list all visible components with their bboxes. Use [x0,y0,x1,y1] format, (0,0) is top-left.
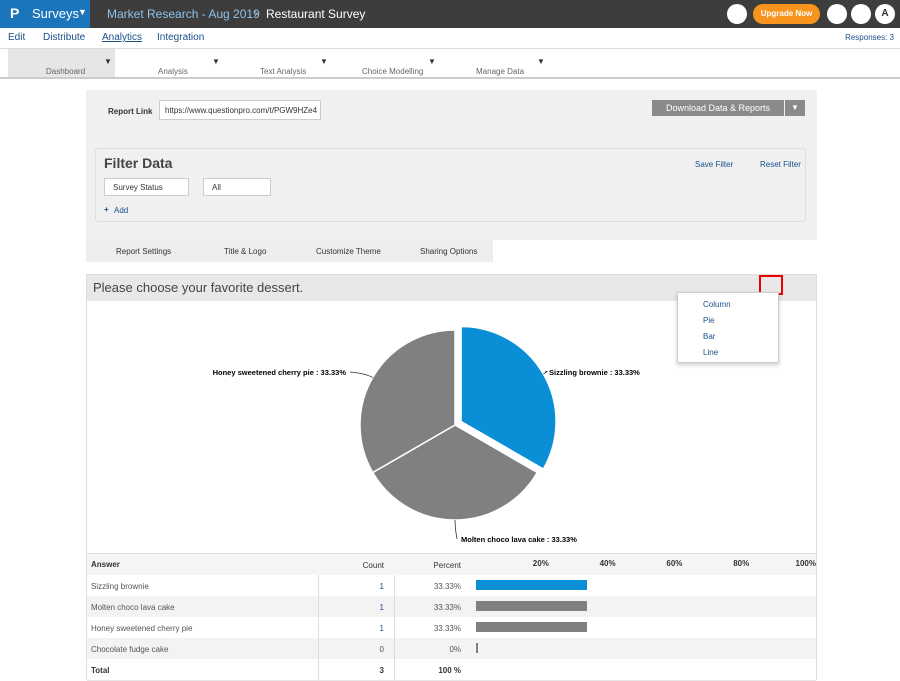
menu-option[interactable]: Pie [703,316,715,325]
tool[interactable]: Analysis [158,67,188,76]
data-label: Sizzling brownie : 33.33% [549,368,640,377]
leader-line [454,519,458,540]
top-bar: P Surveys ▼ Market Research - Aug 2019 ›… [0,0,900,28]
percent-bar [476,643,478,653]
header: Percent [433,561,461,570]
tool[interactable]: Choice Modelling [362,67,424,76]
tabs: Report Settings Title & Logo Customize T… [86,240,493,262]
cell-divider [318,638,319,659]
results-table: Answer Count Percent 20% 40% 60% 80% 100% Sizzli… [87,553,816,681]
link-label: Report Link [108,107,153,116]
x-tick-label: 80% [733,559,750,568]
data-label: Molten choco lava cake : 33.33% [461,535,577,544]
menu-option[interactable]: Line [703,348,719,357]
x-tick-label: 20% [532,559,549,568]
percent-bar [476,622,588,632]
pie-slice [359,329,456,474]
cell-divider [394,575,395,596]
cell-divider [394,638,395,659]
x-tick-label: 100% [795,559,816,568]
help[interactable] [827,4,847,24]
cell-divider [318,617,319,638]
x-tick-label: 60% [666,559,683,568]
cell-divider [394,596,395,617]
cell-divider [318,659,319,680]
notifications[interactable] [851,4,871,24]
status-select[interactable]: Survey Status [104,178,189,196]
tab[interactable]: Customize Theme [316,247,381,256]
leader-line [349,371,373,378]
search[interactable] [727,4,747,24]
product-switch[interactable]: P Surveys ▼ [0,0,90,28]
data-label: Honey sweetened cherry pie : 33.33% [213,368,347,377]
menu-bar: Edit Distribute Analytics Integration Re… [0,28,900,49]
pie-chart: Sizzling brownie : 33.33% Molten choco la… [213,325,640,544]
tool[interactable]: Manage Data [476,67,525,76]
filter-title: Filter Data [104,155,173,171]
pie-slice [460,325,557,471]
percent-bar [476,580,588,590]
percent: 33.33% [433,603,461,612]
product: Surveys [32,6,79,21]
menu-item[interactable]: Integration [157,32,205,43]
tab[interactable]: Report Settings [116,247,172,256]
leader-line [543,370,548,375]
add-filter[interactable]: Add [114,206,129,215]
count: 1 [379,582,384,591]
x-tick-label: 40% [599,559,616,568]
total-percent: 100 % [438,666,461,675]
header: Count [362,561,384,570]
menu-item[interactable]: Distribute [43,32,86,43]
menu-option[interactable]: Bar [703,332,716,341]
answer: Honey sweetened cherry pie [91,624,193,633]
chart-type-menu: Column Pie Bar Line [677,292,779,363]
download-button[interactable]: Download Data & Reports [652,100,784,116]
cell-divider [394,617,395,638]
reset-filter[interactable]: Reset Filter [760,160,801,169]
avatar[interactable]: A [875,4,895,24]
cell-divider [318,596,319,617]
tool[interactable]: Dashboard [46,67,86,76]
percent-bar [476,601,588,611]
count: 1 [379,603,384,612]
cell-divider [318,575,319,596]
menu-option[interactable]: Column [703,300,731,309]
value-select[interactable]: All [203,178,271,196]
responses: Responses: 3 [845,33,894,42]
cell-divider [394,659,395,680]
total-label: Total [91,666,110,675]
answer: Sizzling brownie [91,582,149,591]
report-panel: Report Link https://www.questionpro.com/… [86,90,817,240]
total-count: 3 [379,666,384,675]
link-input[interactable]: https://www.questionpro.com/t/PGW9HZe4 [159,100,321,120]
percent: 0% [449,645,461,654]
header-row [87,553,816,577]
header: Answer [91,560,120,569]
breadcrumb: Restaurant Survey [266,7,366,21]
filter-box: Filter Data Save Filter Reset Filter Sur… [95,148,806,222]
count: 1 [379,624,384,633]
tool[interactable]: Text Analysis [260,67,307,76]
tab[interactable]: Title & Logo [224,247,267,256]
upgrade-button[interactable]: Upgrade Now [753,4,820,24]
download-dropdown[interactable]: ▼ [785,100,805,116]
pie-slice [371,424,539,521]
count: 0 [379,645,384,654]
percent: 33.33% [433,582,461,591]
tab[interactable]: Sharing Options [420,247,478,256]
menu-item[interactable]: Edit [8,32,26,43]
question-title: Please choose your favorite dessert. [93,280,304,295]
breadcrumb[interactable]: Market Research - Aug 2019 [107,7,260,21]
percent: 33.33% [433,624,461,633]
menu-item[interactable]: Analytics [102,32,143,43]
answer: Molten choco lava cake [91,603,175,612]
save-filter[interactable]: Save Filter [695,160,734,169]
answer: Chocolate fudge cake [91,645,169,654]
toolbar: Dashboard ▼ Analysis ▼ Text Analysis ▼ Choi… [0,49,900,79]
